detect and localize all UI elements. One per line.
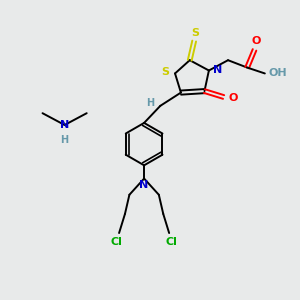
Text: S: S bbox=[162, 67, 170, 77]
Text: O: O bbox=[251, 36, 261, 46]
Text: H: H bbox=[61, 135, 69, 145]
Text: H: H bbox=[146, 98, 154, 108]
Text: S: S bbox=[192, 28, 200, 38]
Text: OH: OH bbox=[268, 68, 287, 78]
Text: N: N bbox=[140, 180, 149, 190]
Text: O: O bbox=[229, 93, 238, 103]
Text: Cl: Cl bbox=[111, 237, 123, 248]
Text: Cl: Cl bbox=[166, 237, 177, 248]
Text: N: N bbox=[60, 120, 69, 130]
Text: N: N bbox=[213, 65, 222, 75]
